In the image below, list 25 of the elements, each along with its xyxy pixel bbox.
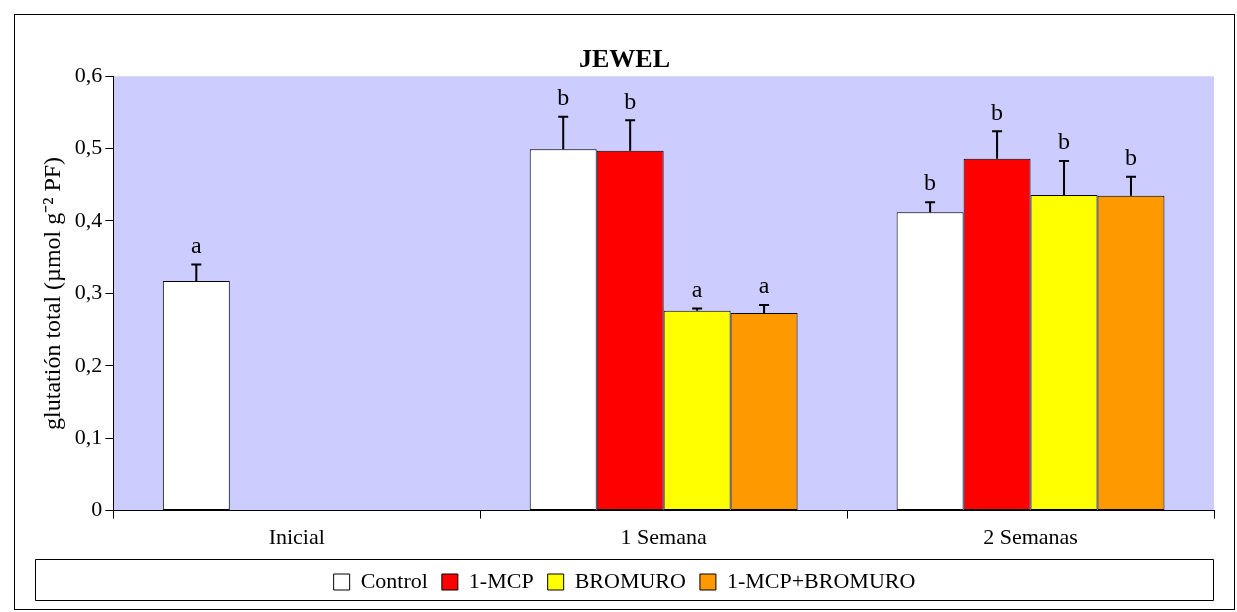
data-label: b [924,169,937,196]
data-label: b [624,87,637,114]
x-tick-label: 1 Semana [620,523,707,549]
x-tick-label: Inicial [268,523,325,549]
y-axis-title: glutatión total (µmol g⁻² PF) [38,156,65,430]
y-tick-label: 0 [91,496,103,522]
legend-label: 1-MCP+BROMURO [726,567,916,593]
data-label: a [190,231,202,258]
y-tick-label: 0,5 [74,134,103,160]
legend-label: Control [360,567,428,593]
legend-label: 1-MCP [468,567,534,593]
data-label: b [1124,144,1137,171]
chart-title: JEWEL [578,44,671,74]
data-label: a [691,275,703,302]
data-label: b [557,84,570,111]
data-label: b [1058,128,1071,155]
y-tick-label: 0,4 [74,206,103,232]
y-tick-label: 0,3 [74,279,103,305]
y-tick-label: 0,2 [74,351,103,377]
data-label: a [758,272,770,299]
legend-label: BROMURO [574,567,686,593]
y-tick-label: 0,1 [74,423,103,449]
y-tick-label: 0,6 [74,61,103,87]
x-tick-label: 2 Semanas [983,523,1078,549]
data-label: b [991,98,1004,125]
